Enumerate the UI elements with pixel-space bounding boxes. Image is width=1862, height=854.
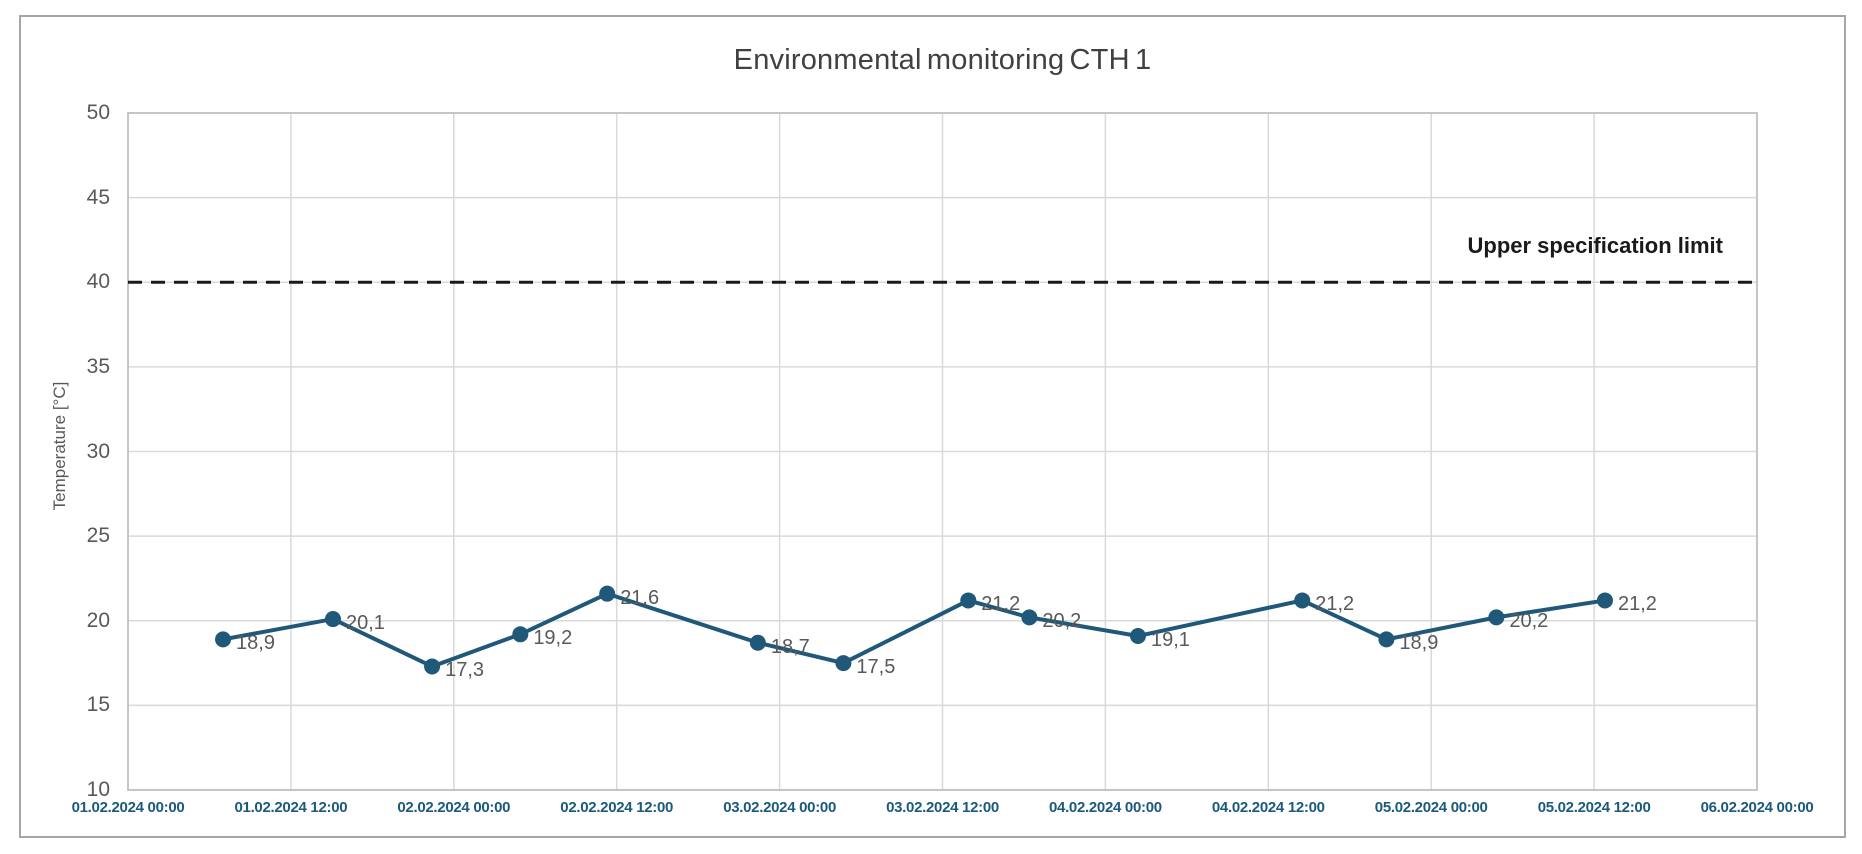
x-tick-label: 04.02.2024 12:00 — [1211, 799, 1325, 816]
y-tick-label: 10 — [86, 778, 110, 801]
y-tick-label: 25 — [86, 524, 110, 548]
chart-title: Environmental monitoring CTH 1 — [733, 44, 1152, 76]
x-tick-label: 02.02.2024 12:00 — [560, 799, 674, 816]
chart-outer-frame — [19, 15, 1846, 838]
x-tick-label: 06.02.2024 00:00 — [1700, 799, 1814, 816]
data-point-marker — [1596, 592, 1613, 609]
data-point-marker — [1294, 592, 1311, 609]
data-point-label: 17,5 — [856, 656, 896, 679]
data-point-marker — [324, 611, 341, 628]
data-point-marker — [1129, 627, 1146, 644]
data-point-marker — [835, 655, 852, 672]
y-tick-label: 20 — [86, 608, 110, 632]
plot-border — [127, 112, 1758, 791]
data-point-label: 20,2 — [1509, 610, 1549, 633]
data-point-label: 21,2 — [1617, 593, 1657, 616]
x-tick-label: 02.02.2024 00:00 — [397, 799, 511, 816]
x-tick-label: 03.02.2024 12:00 — [886, 799, 999, 816]
data-point-label: 18,7 — [770, 635, 810, 658]
data-point-marker — [215, 631, 232, 648]
data-point-label: 21,6 — [620, 586, 660, 609]
data-point-label: 19,2 — [533, 627, 573, 650]
data-point-label: 18,9 — [1399, 632, 1439, 655]
data-point-label: 21,2 — [1315, 593, 1355, 616]
data-point-marker — [1488, 609, 1505, 626]
x-tick-label: 01.02.2024 00:00 — [71, 799, 185, 816]
data-point-label: 17,3 — [445, 659, 485, 682]
data-point-marker — [512, 626, 529, 643]
data-point-marker — [1021, 609, 1038, 626]
x-tick-label: 05.02.2024 12:00 — [1537, 799, 1651, 816]
data-point-label: 21,2 — [981, 593, 1021, 616]
data-point-label: 20,1 — [345, 612, 385, 635]
data-point-marker — [599, 585, 616, 602]
data-point-marker — [960, 592, 977, 609]
x-tick-label: 03.02.2024 00:00 — [723, 799, 836, 816]
x-tick-label: 05.02.2024 00:00 — [1374, 799, 1488, 816]
series-line — [221, 591, 1607, 669]
x-tick-label: 01.02.2024 12:00 — [234, 799, 348, 816]
y-tick-label: 40 — [86, 270, 110, 294]
data-point-marker — [749, 634, 766, 651]
data-point-label: 18,9 — [236, 632, 275, 655]
y-tick-label: 15 — [86, 693, 110, 717]
y-tick-label: 50 — [86, 101, 110, 124]
y-tick-label: 35 — [86, 354, 110, 378]
data-point-marker — [424, 658, 441, 675]
upper-spec-limit-label: Upper specification limit — [1467, 233, 1724, 258]
data-point-marker — [1378, 631, 1395, 648]
x-tick-label: 04.02.2024 00:00 — [1048, 799, 1162, 816]
data-point-label: 19,1 — [1150, 628, 1190, 651]
y-tick-label: 45 — [86, 185, 110, 209]
y-tick-label: 30 — [86, 439, 110, 463]
data-point-label: 20,2 — [1042, 610, 1082, 633]
